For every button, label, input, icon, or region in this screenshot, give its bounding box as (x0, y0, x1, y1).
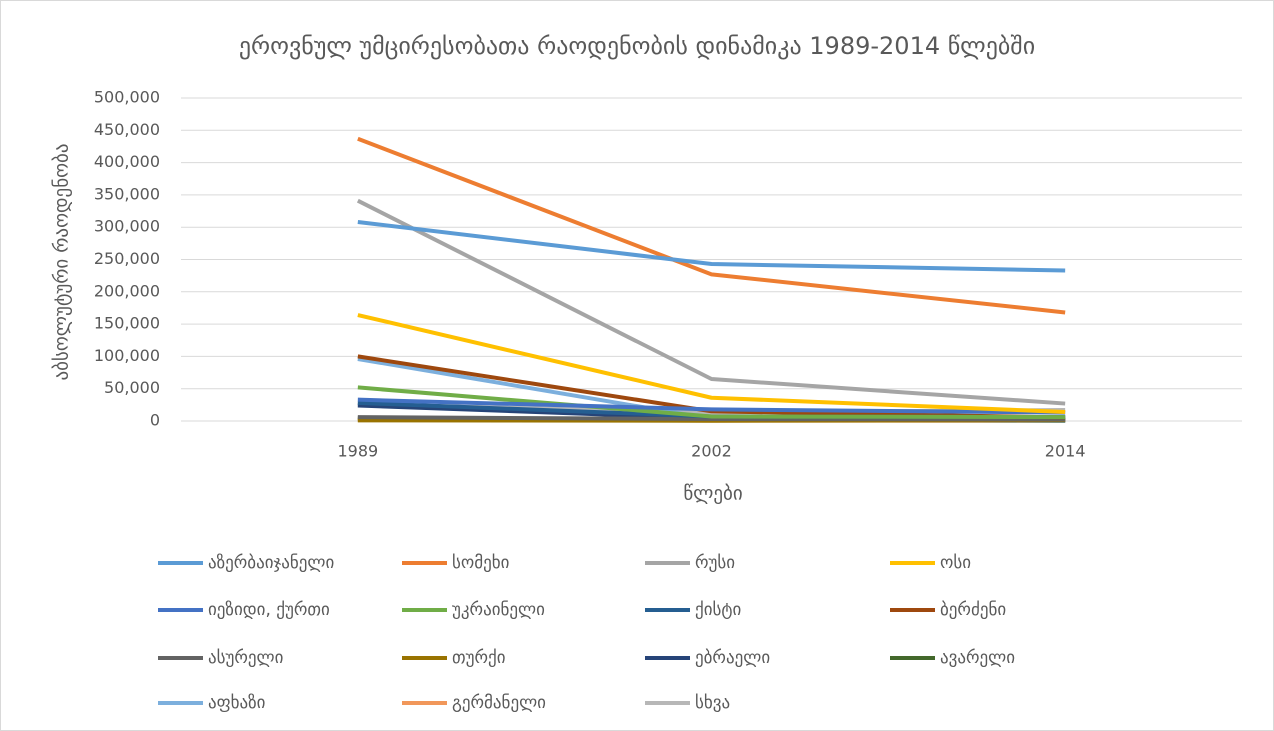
series-line (357, 136, 1066, 315)
y-tick-label: 450,000 (94, 120, 160, 139)
legend-label: ებრაელი (695, 648, 770, 668)
y-tick-label: 300,000 (94, 217, 160, 236)
series-line (357, 415, 1066, 422)
legend-label: რუსი (695, 553, 735, 573)
y-tick-label: 200,000 (94, 281, 160, 300)
y-tick-label: 400,000 (94, 152, 160, 171)
y-tick-label: 150,000 (94, 314, 160, 333)
y-tick-label: 0 (150, 411, 160, 430)
series-line (357, 220, 1066, 273)
y-tick-label: 500,000 (94, 88, 160, 107)
legend-label: ბერძენი (940, 600, 1006, 620)
legend-label: აზერბაიჯანელი (208, 553, 334, 573)
legend-label: უკრაინელი (452, 600, 545, 620)
legend-label: იეზიდი, ქურთი (208, 600, 330, 620)
y-axis-label: აბსოლუტური რაოდენობა (51, 143, 73, 380)
legend-label: ავარელი (940, 648, 1015, 668)
x-axis-label: წლები (683, 483, 742, 505)
y-tick-label: 350,000 (94, 184, 160, 203)
x-tick-label: 2014 (1045, 442, 1086, 461)
series-line (357, 313, 1066, 414)
x-tick-label: 1989 (337, 442, 378, 461)
series-line (356, 198, 1066, 406)
y-tick-label: 250,000 (94, 249, 160, 268)
chart-title: ეროვნულ უმცირესობათა რაოდენობის დინამიკა… (239, 32, 1035, 60)
legend-label: ოსი (940, 553, 971, 573)
y-tick-label: 50,000 (104, 378, 160, 397)
series-line (357, 385, 1066, 420)
legend-label: სხვა (695, 693, 730, 713)
legend-label: ქისტი (695, 600, 741, 620)
legend-label: ასურელი (208, 648, 283, 668)
legend-label: გერმანელი (452, 693, 546, 713)
legend-label: თურქი (452, 648, 506, 668)
y-tick-label: 100,000 (94, 346, 160, 365)
legend-label: სომეხი (452, 553, 509, 573)
series-line (357, 397, 1066, 415)
x-tick-label: 2002 (691, 442, 732, 461)
legend-label: აფხაზი (208, 693, 265, 713)
